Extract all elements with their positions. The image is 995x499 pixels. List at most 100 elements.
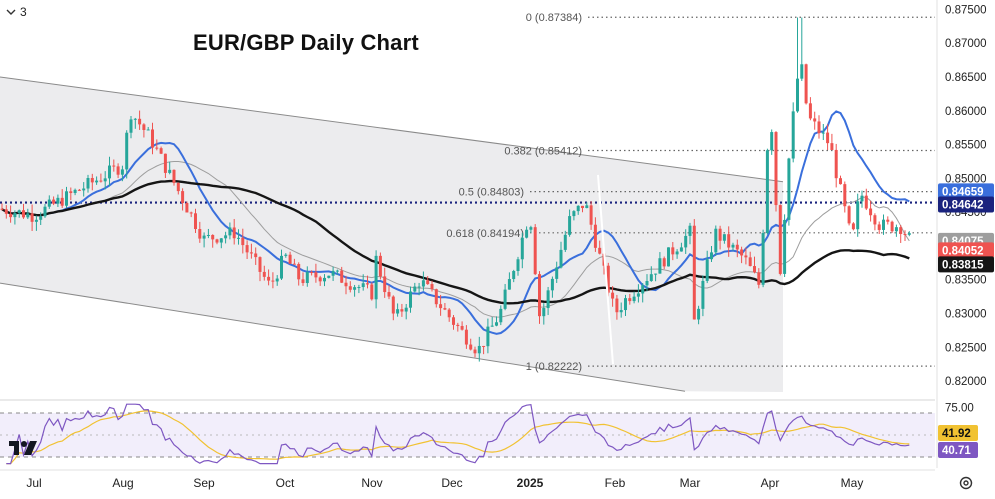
candle-body xyxy=(224,235,228,239)
candle-body xyxy=(572,211,576,217)
candle-body xyxy=(254,253,258,258)
indicator-count: 3 xyxy=(20,5,27,19)
candle-body xyxy=(727,234,731,248)
candle-body xyxy=(692,225,696,320)
candle-body xyxy=(142,124,146,131)
candle-body xyxy=(237,237,240,239)
candle-body xyxy=(146,129,150,131)
candle-body xyxy=(516,259,520,272)
rsi-badge-text: 40.71 xyxy=(942,445,971,457)
candle-body xyxy=(761,233,765,285)
tradingview-logo[interactable] xyxy=(8,438,42,458)
candle-body xyxy=(353,287,357,290)
candle-body xyxy=(705,259,709,281)
price-badge xyxy=(938,196,994,213)
indicator-toggle[interactable]: 3 xyxy=(6,5,27,19)
candle-body xyxy=(323,277,326,282)
candle-body xyxy=(563,234,567,250)
candle-body xyxy=(335,270,339,272)
candle-body xyxy=(658,258,662,274)
candle-body xyxy=(112,165,116,167)
candle-body xyxy=(331,270,335,276)
candle-body xyxy=(284,254,288,256)
candle-body xyxy=(796,78,799,112)
candle-body xyxy=(568,216,572,235)
candle-body xyxy=(232,227,236,239)
candle-body xyxy=(486,326,490,347)
candle-body xyxy=(370,284,374,300)
candle-body xyxy=(249,252,253,254)
candle-body xyxy=(426,280,430,285)
candle-body xyxy=(400,309,404,312)
candle-body xyxy=(860,195,864,202)
candle-body xyxy=(748,257,752,267)
candle-body xyxy=(443,308,447,310)
candle-body xyxy=(817,121,821,134)
candle-body xyxy=(60,197,64,206)
candle-body xyxy=(882,219,885,230)
rsi-badge xyxy=(938,442,978,458)
candle-body xyxy=(129,119,133,133)
candle-body xyxy=(542,308,546,317)
candle-body xyxy=(645,280,649,286)
candle-body xyxy=(787,158,791,220)
candle-body xyxy=(877,224,881,230)
candle-body xyxy=(688,225,692,236)
candle-body xyxy=(409,291,412,308)
time-tick: 2025 xyxy=(517,476,544,490)
candle-body xyxy=(503,289,507,309)
fib-label: 0.5 (0.84803) xyxy=(459,187,524,199)
candle-body xyxy=(821,132,825,134)
price-tick: 0.86000 xyxy=(945,106,987,118)
candle-body xyxy=(512,271,516,280)
candle-body xyxy=(529,227,533,230)
candle-body xyxy=(271,280,275,282)
price-badge-text: 0.84052 xyxy=(942,245,984,257)
price-tick: 0.82000 xyxy=(945,376,987,388)
gear-icon[interactable] xyxy=(958,475,974,491)
candle-body xyxy=(684,235,688,248)
candles-group xyxy=(0,17,911,362)
candle-body xyxy=(275,278,279,282)
candle-body xyxy=(163,153,167,173)
candle-body xyxy=(181,191,185,204)
price-badge-text: 0.83815 xyxy=(942,259,984,271)
rsi-badge xyxy=(938,425,978,441)
candle-body xyxy=(413,286,417,292)
candle-body xyxy=(456,324,460,327)
candle-body xyxy=(649,274,653,281)
candle-body xyxy=(155,147,159,149)
candle-body xyxy=(211,234,215,240)
candle-body xyxy=(679,247,683,252)
chart-title: EUR/GBP Daily Chart xyxy=(193,30,419,55)
candle-body xyxy=(314,272,318,278)
candle-body xyxy=(520,237,524,260)
candle-body xyxy=(753,266,756,273)
candle-body xyxy=(869,208,873,216)
candle-body xyxy=(34,219,38,222)
candle-body xyxy=(357,287,361,289)
candle-body xyxy=(378,255,382,277)
candle-body xyxy=(804,64,808,104)
time-tick: Dec xyxy=(441,476,462,490)
price-tick: 0.85000 xyxy=(945,173,987,185)
candle-body xyxy=(452,317,455,325)
candle-body xyxy=(348,286,352,290)
candle-body xyxy=(624,298,627,311)
candle-body xyxy=(671,247,675,255)
candle-body xyxy=(718,228,722,241)
candle-body xyxy=(172,169,176,183)
candle-body xyxy=(310,272,314,274)
candle-body xyxy=(654,273,658,275)
annotation-stroke xyxy=(597,174,614,365)
price-tick: 0.83000 xyxy=(945,309,987,321)
candle-body xyxy=(826,132,830,144)
chevron-down-icon[interactable] xyxy=(6,7,16,17)
candle-body xyxy=(830,143,834,150)
candle-body xyxy=(783,219,787,274)
candle-body xyxy=(550,278,554,291)
candle-body xyxy=(628,298,632,302)
candle-body xyxy=(17,210,21,214)
